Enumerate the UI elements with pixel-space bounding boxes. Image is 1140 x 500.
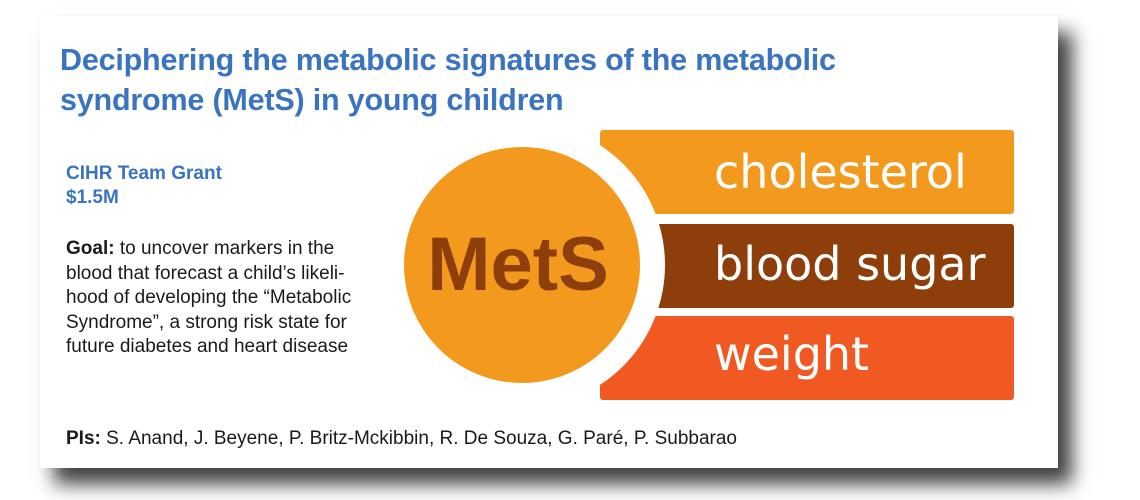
bar-weight	[600, 316, 1014, 400]
goal-line-1-text: to uncover markers in the	[114, 238, 335, 259]
mets-graphic: MetS cholesterol blood sugar weight	[379, 122, 1014, 408]
bar-blood-sugar	[600, 224, 1014, 308]
grant-name: CIHR Team Grant	[66, 163, 222, 184]
title-line-2: syndrome (MetS) in young children	[60, 83, 564, 117]
grant-amount: $1.5M	[66, 187, 119, 208]
bar-label-blood-sugar: blood sugar	[714, 237, 986, 291]
goal-label: Goal:	[66, 238, 115, 259]
goal-line-2: blood that forecast a child’s likeli-	[66, 262, 345, 284]
goal-line-3: hood of developing the “Metabolic	[66, 287, 352, 309]
page-title: Deciphering the metabolic signatures of …	[60, 40, 860, 120]
goal-line-1: Goal: to uncover markers in the	[66, 237, 406, 262]
goal-text: Goal: to uncover markers in the blood th…	[66, 237, 406, 360]
grant-info: CIHR Team Grant $1.5M	[66, 162, 222, 210]
bar-label-cholesterol: cholesterol	[714, 145, 967, 199]
goal-line-4: Syndrome”, a strong risk state for	[66, 311, 347, 333]
title-line-1: Deciphering the metabolic signatures of …	[60, 43, 836, 77]
pis-names: S. Anand, J. Beyene, P. Britz-Mckibbin, …	[100, 428, 737, 449]
bar-cholesterol	[600, 130, 1014, 214]
bar-label-weight: weight	[714, 327, 869, 381]
mets-circle	[404, 147, 640, 383]
pis-label: PIs:	[66, 428, 101, 449]
slide-card: MetS cholesterol blood sugar weight Deci…	[40, 16, 1058, 468]
mets-label: MetS	[427, 222, 609, 307]
principal-investigators: PIs: S. Anand, J. Beyene, P. Britz-Mckib…	[66, 427, 737, 451]
goal-line-5: future diabetes and heart disease	[66, 336, 349, 358]
